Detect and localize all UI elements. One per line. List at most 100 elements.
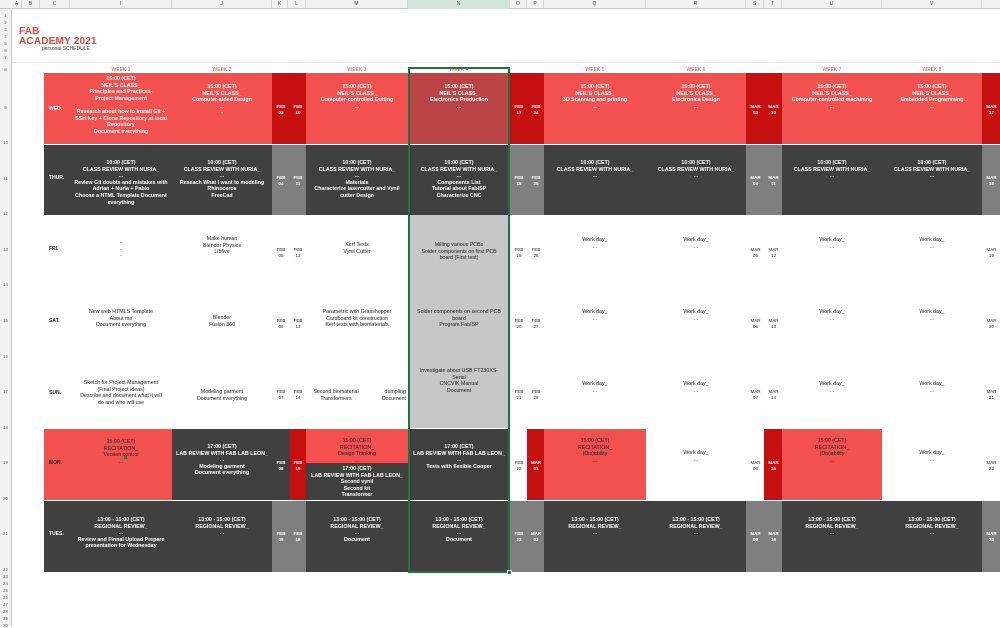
col-header-selected[interactable]: N xyxy=(408,0,510,9)
thur-week8-cell[interactable]: 10:00 (CET) CLASS REVIEW WITH NURIA_ ... xyxy=(893,160,971,180)
row-header[interactable]: 18 xyxy=(2,425,8,430)
col-header[interactable]: S xyxy=(746,0,764,9)
mon-week4-cell[interactable]: 17:00 (CET) LAB REVIEW WITH FAB LAB LEON… xyxy=(413,444,505,470)
sat-week3-cell[interactable]: Parametric with Grasshopper Cardboard ki… xyxy=(322,309,392,329)
row-header[interactable]: 9 xyxy=(4,105,7,110)
col-header[interactable]: A xyxy=(12,0,22,9)
row-header[interactable]: 3 xyxy=(4,27,7,32)
thur-week7-cell[interactable]: 10:00 (CET) CLASS REVIEW WITH NURIA_ ... xyxy=(793,160,871,180)
col-header[interactable]: O xyxy=(510,0,527,9)
row-header[interactable]: 22 xyxy=(2,567,8,572)
col-header[interactable]: B xyxy=(22,0,40,9)
col-header[interactable]: V xyxy=(882,0,982,9)
sun-week3-cell[interactable]: Second biomaterial Transformers xyxy=(313,389,359,402)
fill-handle[interactable] xyxy=(507,570,512,575)
mon-week7-cell[interactable]: 15:00 (CET) RECITATION_ (Dis)ability ... xyxy=(814,438,850,464)
wed-week3-cell[interactable]: 15:00 (CET) NEIL'S CLASS_ Computer-contr… xyxy=(320,84,394,110)
sat-week4-cell[interactable]: Solder components on second PCB board Pr… xyxy=(417,309,501,329)
sun-week8-cell[interactable]: Work day_ ... xyxy=(919,381,945,394)
sun-week1-cell[interactable]: Sketch for Project Management (Final Pro… xyxy=(80,380,162,406)
fri-week8-cell[interactable]: Work day_ ... xyxy=(919,237,945,250)
sun-week6-cell[interactable]: Work day_ ... xyxy=(683,381,709,394)
tues-week3-cell[interactable]: 13:00 - 15:00 (CET) REGIONAL REVIEW_ ...… xyxy=(330,517,384,543)
row-header[interactable]: 17 xyxy=(2,389,8,394)
mon-week6-cell[interactable]: Work day_ ... xyxy=(683,450,709,463)
row-header[interactable]: 27 xyxy=(2,602,8,607)
row-header[interactable]: 19 xyxy=(2,460,8,465)
sat-week1-cell[interactable]: New web HTMLS Template About me Document… xyxy=(88,309,154,329)
selected-column-border[interactable] xyxy=(408,67,510,573)
row-header[interactable]: 7 xyxy=(4,55,7,60)
sun-week7-cell[interactable]: Work day_ ... xyxy=(819,381,845,394)
mon-week3-lab-cell[interactable]: 17:00 (CET) LAB REVIEW WITH FAB LAB LEON… xyxy=(311,466,403,499)
thur-week4-cell[interactable]: 10:00 (CET) CLASS REVIEW WITH NURIA_ ...… xyxy=(420,160,498,199)
sat-week8-cell[interactable]: Work day_ ... xyxy=(919,309,945,322)
col-header[interactable]: M xyxy=(306,0,408,9)
row-header[interactable]: 11 xyxy=(3,176,8,181)
tues-week4-cell[interactable]: 13:00 - 15:00 (CET) REGIONAL REVIEW_ ...… xyxy=(432,517,486,543)
col-header[interactable]: Q xyxy=(544,0,646,9)
fri-week1-cell[interactable]: - - - xyxy=(120,240,122,260)
row-header[interactable]: 15 xyxy=(2,318,8,323)
row-header[interactable]: 25 xyxy=(2,588,8,593)
col-header[interactable]: J xyxy=(172,0,272,9)
row-header[interactable]: 20 xyxy=(2,496,8,501)
col-header[interactable]: P xyxy=(527,0,544,9)
thur-week2-cell[interactable]: 10:00 (CET) CLASS REVIEW WITH NURIA_ ...… xyxy=(179,160,265,199)
row-header[interactable]: 10 xyxy=(2,140,8,145)
mon-week1-cell[interactable]: 15:00 (CET) RECITATION_ Version control … xyxy=(103,439,139,465)
col-header[interactable]: I xyxy=(70,0,172,9)
row-header[interactable]: 29 xyxy=(2,616,8,621)
thur-week1-cell[interactable]: 10:00 (CET) CLASS REVIEW WITH NURIA_ ...… xyxy=(74,160,168,206)
sat-week5-cell[interactable]: Work day_ ... xyxy=(582,309,608,322)
thur-week5-cell[interactable]: 10:00 (CET) CLASS REVIEW WITH NURIA_ ... xyxy=(556,160,634,180)
sat-week7-cell[interactable]: Work day_ ... xyxy=(819,309,845,322)
tues-week7-cell[interactable]: 13:00 - 15:00 (CET) REGIONAL REVIEW_ ... xyxy=(805,517,859,537)
col-header[interactable]: K xyxy=(272,0,288,9)
thur-week3-cell[interactable]: 10:00 (CET) CLASS REVIEW WITH NURIA_ ...… xyxy=(314,160,400,199)
mon-week2-cell[interactable]: 17:00 (CET) LAB REVIEW WITH FAB LAB LEON… xyxy=(176,444,268,477)
wed-week8-cell[interactable]: 15:00 (CET) NEIL'S CLASS_ Embedded Progr… xyxy=(900,84,964,110)
sat-week6-cell[interactable]: Work day_ ... xyxy=(683,309,709,322)
row-header[interactable]: 1 xyxy=(4,13,7,18)
row-header[interactable]: 14 xyxy=(2,282,8,287)
mon-week3-cell[interactable]: 15:00 (CET) RECITATION_ Design Thinking … xyxy=(338,438,376,464)
row-header[interactable]: 23 xyxy=(2,574,8,579)
row-header[interactable]: 4 xyxy=(4,34,7,39)
row-header[interactable]: 26 xyxy=(2,595,8,600)
sat-week2-cell[interactable]: Blender Fusion 360 xyxy=(208,315,236,328)
tues-week5-cell[interactable]: 13:00 - 15:00 (CET) REGIONAL REVIEW_ ... xyxy=(568,517,622,537)
fri-week4-cell[interactable]: Milling various PCBs Solder components o… xyxy=(421,242,497,262)
wed-week2-cell[interactable]: 15:00 (CET) NEIL'S CLASS_ Computer-aided… xyxy=(192,84,252,117)
col-header[interactable]: R xyxy=(646,0,746,9)
sun-week2-cell[interactable]: Modeling garment Document everything xyxy=(196,389,248,402)
wed-week7-cell[interactable]: 15:00 (CET) NEIL'S CLASS_ Computer-contr… xyxy=(791,84,873,110)
row-header[interactable]: 21 xyxy=(2,531,8,536)
wed-week4-cell[interactable]: 15:00 (CET) NEIL'S CLASS_ Electronics Pr… xyxy=(430,84,488,110)
row-header[interactable]: 6 xyxy=(4,48,7,53)
fri-week2-cell[interactable]: Make human Blender Physics Libfive xyxy=(203,236,241,256)
wed-week1-cell[interactable]: 15:00 (CET) NEIL'S CLASS_ Principles and… xyxy=(75,76,167,135)
tues-week2-cell[interactable]: 13:00 - 15:00 (CET) REGIONAL REVIEW_ ... xyxy=(195,517,249,537)
mon-week8-cell[interactable]: Work day_ ... xyxy=(919,450,945,463)
mon-week5-cell[interactable]: 15:00 (CET) RECITATION_ (Dis)ability ... xyxy=(577,438,613,464)
row-header[interactable]: 13 xyxy=(2,247,8,252)
row-header[interactable]: 16 xyxy=(2,354,8,359)
fri-week5-cell[interactable]: Work day_ ... xyxy=(582,237,608,250)
col-header[interactable]: T xyxy=(764,0,782,9)
tues-week6-cell[interactable]: 13:00 - 15:00 (CET) REGIONAL REVIEW_ ... xyxy=(669,517,723,537)
wed-week6-cell[interactable]: 15:00 (CET) NEIL'S CLASS_ Electronics De… xyxy=(672,84,720,110)
row-header[interactable]: 8 xyxy=(4,67,7,72)
col-header[interactable]: C xyxy=(40,0,70,9)
sun-week3-extra[interactable]: dumpling Document xyxy=(381,389,406,402)
wed-week5-cell[interactable]: 15:00 (CET) NEIL'S CLASS_ 3D Scanning an… xyxy=(562,84,628,110)
fri-week7-cell[interactable]: Work day_ ... xyxy=(819,237,845,250)
sun-week5-cell[interactable]: Work day_ ... xyxy=(582,381,608,394)
thur-week6-cell[interactable]: 10:00 (CET) CLASS REVIEW WITH NURIA_ ... xyxy=(657,160,735,180)
row-header[interactable]: 24 xyxy=(2,581,8,586)
fri-week3-cell[interactable]: Kerf Tests Vynil Cutter xyxy=(343,242,371,255)
fri-week6-cell[interactable]: Work day_ ... xyxy=(683,237,709,250)
col-header[interactable]: U xyxy=(782,0,882,9)
col-header[interactable]: L xyxy=(288,0,306,9)
row-header[interactable]: 2 xyxy=(4,20,7,25)
